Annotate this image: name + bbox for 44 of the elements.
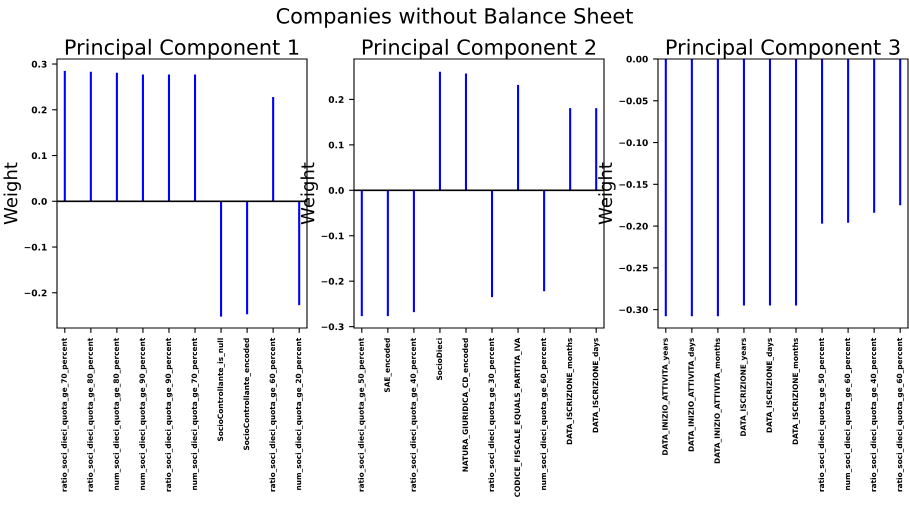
bar bbox=[569, 108, 572, 190]
y-tick-label: 0.0 bbox=[32, 198, 47, 205]
y-tick-label: 0.0 bbox=[328, 187, 344, 194]
bar bbox=[412, 190, 415, 312]
y-tick-label: −0.05 bbox=[619, 98, 648, 104]
bar bbox=[517, 84, 520, 190]
y-tick-label: 0.1 bbox=[328, 142, 344, 148]
y-tick-label: 0.1 bbox=[32, 152, 47, 160]
y-tick-label: −0.30 bbox=[619, 306, 648, 314]
bar bbox=[543, 190, 546, 292]
y-axis-title: Weight bbox=[3, 162, 21, 224]
y-tick-label: −0.1 bbox=[24, 244, 47, 251]
y-tick-label: −0.15 bbox=[619, 181, 648, 188]
bar bbox=[142, 74, 144, 202]
y-tick-label: 0.00 bbox=[626, 56, 648, 63]
bar bbox=[90, 72, 92, 202]
bar bbox=[220, 201, 222, 317]
bar bbox=[194, 74, 196, 202]
chart-title: Principal Component 3 bbox=[666, 38, 900, 59]
y-tick-label: −0.3 bbox=[322, 323, 344, 330]
y-tick-label: −0.10 bbox=[619, 139, 648, 146]
y-tick-label: 0.2 bbox=[32, 106, 46, 114]
bar bbox=[595, 108, 598, 190]
y-tick-label: −0.20 bbox=[619, 222, 648, 230]
bar bbox=[386, 190, 389, 316]
bar bbox=[168, 74, 170, 202]
bar bbox=[64, 70, 66, 202]
y-tick-label: −0.2 bbox=[322, 278, 344, 285]
bar bbox=[360, 190, 363, 316]
bar bbox=[116, 72, 118, 202]
y-tick-label: −0.2 bbox=[24, 290, 46, 296]
y-tick-label: −0.25 bbox=[619, 264, 648, 272]
bar bbox=[490, 190, 494, 298]
bar bbox=[246, 201, 248, 314]
chart-title: Principal Component 1 bbox=[66, 38, 298, 59]
chart-title: Principal Component 2 bbox=[362, 38, 596, 59]
bar bbox=[298, 201, 300, 306]
y-tick-label: 0.3 bbox=[32, 60, 47, 68]
y-tick-label: 0.2 bbox=[328, 96, 344, 103]
text: Companies without Balance Sheet bbox=[276, 8, 633, 28]
bar bbox=[464, 74, 468, 190]
y-tick-label: −0.1 bbox=[322, 232, 344, 240]
bar bbox=[438, 72, 441, 190]
bar bbox=[272, 96, 274, 202]
